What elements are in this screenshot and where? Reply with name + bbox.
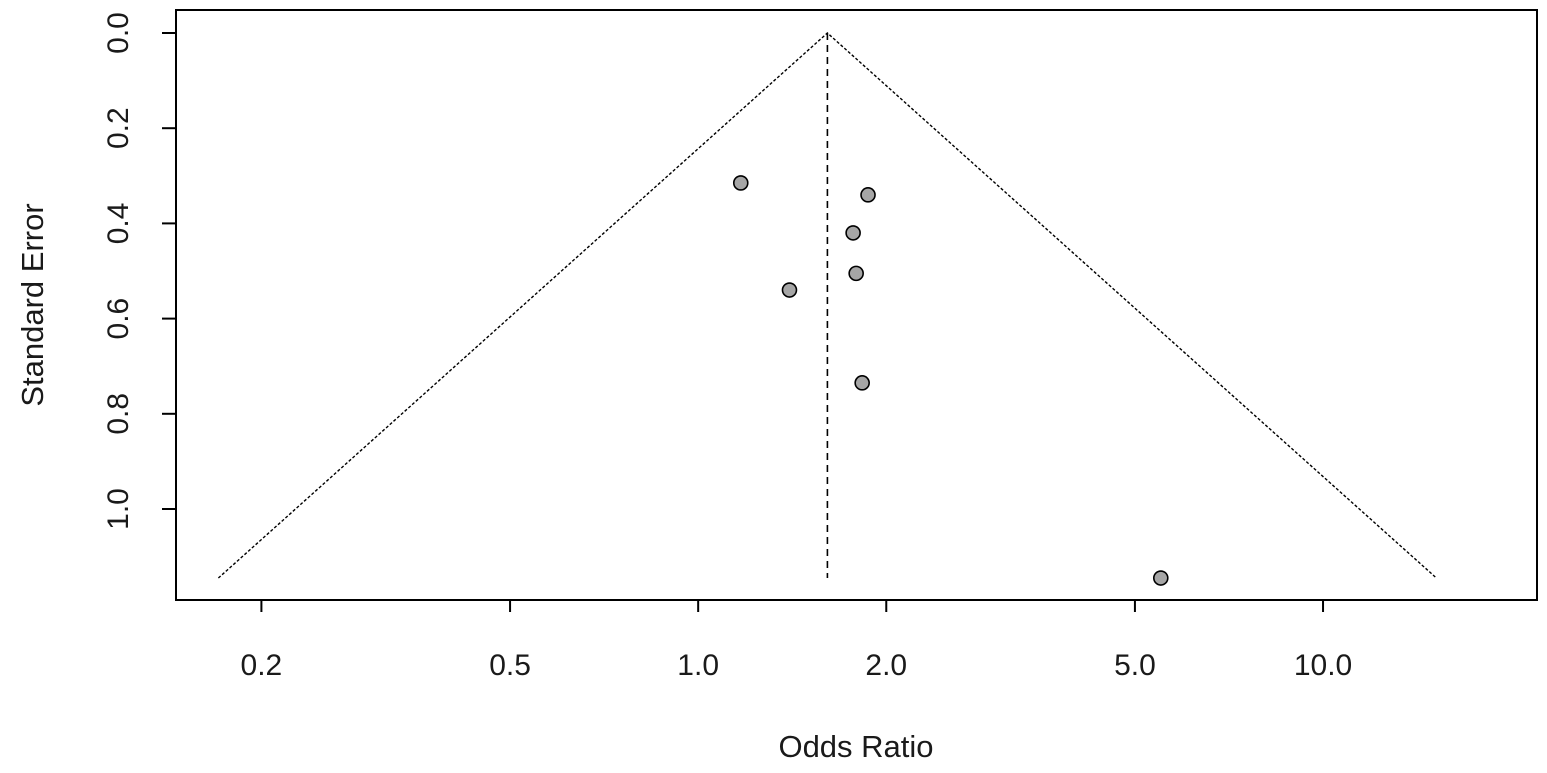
study-point <box>854 375 870 391</box>
study-point <box>845 225 861 241</box>
y-axis-title: Standard Error <box>15 203 50 406</box>
x-axis-title: Odds Ratio <box>778 729 933 764</box>
funnel-layer <box>217 32 1437 579</box>
plot-frame <box>175 9 1538 601</box>
funnel-confidence-lines <box>217 32 1437 579</box>
study-point <box>860 187 876 203</box>
y-tick-label: 0.6 <box>102 298 135 340</box>
y-tick-label: 0.8 <box>102 393 135 435</box>
study-point <box>1152 570 1169 586</box>
x-tick-label: 5.0 <box>1114 649 1156 682</box>
study-point <box>848 265 864 282</box>
x-tick-label: 2.0 <box>865 649 907 682</box>
study-point <box>781 282 798 298</box>
y-tick-label: 0.4 <box>102 203 135 245</box>
y-tick-label: 0.0 <box>102 12 135 54</box>
x-tick-label: 1.0 <box>677 649 719 682</box>
points-layer <box>732 175 1169 586</box>
x-tick-label: 0.2 <box>241 649 283 682</box>
y-tick-label: 0.2 <box>102 107 135 149</box>
y-axis: 0.0 0.2 0.4 0.6 0.8 1.0 <box>102 12 176 530</box>
x-tick-label: 10.0 <box>1294 649 1352 682</box>
y-tick-label: 1.0 <box>102 488 135 530</box>
x-tick-label: 0.5 <box>489 649 531 682</box>
study-point <box>732 175 749 191</box>
x-axis: 0.2 0.5 1.0 2.0 5.0 10.0 <box>241 600 1352 682</box>
